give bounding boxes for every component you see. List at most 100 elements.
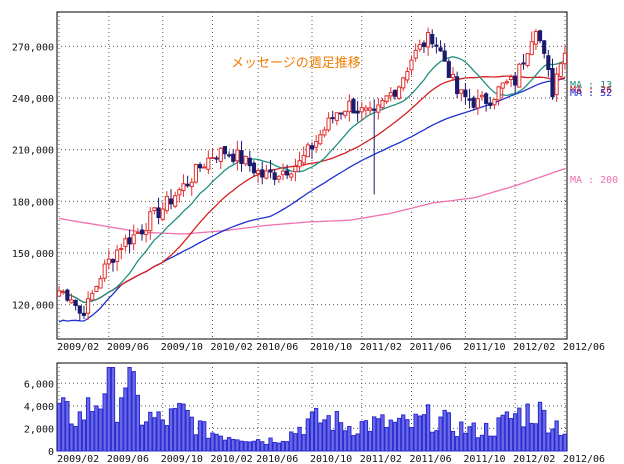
candle-body <box>148 211 153 232</box>
candle-body <box>405 70 410 81</box>
volume-bar <box>343 430 348 452</box>
price-x-tick-label: 2009/06 <box>107 342 149 353</box>
volume-bar <box>471 422 476 452</box>
price-y-ticks: 120,000 150,000 180,000 210,000 240,000 270,0… <box>12 42 54 311</box>
volume-bar <box>251 440 257 452</box>
volume-bar <box>322 419 327 452</box>
volume-bar <box>496 417 501 452</box>
candle-body <box>222 146 228 155</box>
price-x-tick-label: 2011/02 <box>360 342 402 353</box>
volume-bar <box>488 435 493 452</box>
volume-bar <box>222 439 228 452</box>
price-x-tick-label: 2010/06 <box>256 342 298 353</box>
candle-body <box>247 157 252 167</box>
price-x-ticks: 2009/02 2009/06 2009/10 2010/02 2010/06 2010/… <box>57 342 605 353</box>
volume-bar <box>330 429 335 452</box>
volume-bar <box>168 408 174 452</box>
volume-bar <box>231 438 236 452</box>
candle-body <box>280 170 286 176</box>
candle-body <box>197 164 203 169</box>
volume-bar <box>438 416 443 452</box>
price-x-tick-label: 2010/10 <box>310 342 352 353</box>
price-y-tick-label: 240,000 <box>12 94 54 105</box>
candle-body <box>264 170 269 179</box>
volume-bar <box>127 367 132 452</box>
volume-x-tick-label: 2010/10 <box>310 454 352 464</box>
candle-body <box>181 183 186 192</box>
candle-body <box>467 98 472 101</box>
volume-bar <box>90 411 95 452</box>
volume-bar <box>193 434 199 452</box>
candle-body <box>214 157 219 160</box>
candle-body <box>131 234 136 245</box>
volume-bar <box>131 371 136 452</box>
candle-body <box>330 117 335 120</box>
candle-body <box>314 140 319 148</box>
ma52-label: MA : 52 <box>570 88 612 99</box>
candle-body <box>401 77 406 89</box>
volume-bar <box>260 441 265 452</box>
volume-bar <box>529 422 534 452</box>
volume-bar <box>110 367 116 452</box>
volume-bar <box>189 416 194 452</box>
candle-body <box>355 110 360 114</box>
candle-body <box>426 31 431 48</box>
volume-bar <box>119 397 124 452</box>
volume-bar <box>148 411 153 452</box>
candle-body <box>463 89 468 98</box>
volume-bar <box>347 426 352 452</box>
volume-bar <box>297 426 302 452</box>
volume-bar <box>309 411 315 452</box>
volume-bar <box>255 439 261 452</box>
candlesticks <box>56 27 568 321</box>
volume-bar <box>77 411 82 452</box>
candle-body <box>206 157 211 170</box>
volume-bar <box>492 435 497 452</box>
price-panel: 120,000 150,000 180,000 210,000 240,000 270,0… <box>12 11 618 353</box>
candle-body <box>185 183 190 187</box>
volume-bar <box>143 421 149 452</box>
volume-y-tick-label: 4,000 <box>24 402 54 413</box>
volume-bar <box>401 414 406 452</box>
candle-body <box>272 172 277 180</box>
candle-body <box>235 149 240 162</box>
volume-bar <box>363 420 369 452</box>
candle-body <box>289 173 294 178</box>
candle-body <box>417 43 422 50</box>
candle-body <box>73 299 78 306</box>
candle-body <box>558 63 563 78</box>
volume-bar <box>562 433 568 452</box>
candle-body <box>173 195 178 207</box>
candle-body <box>276 175 281 180</box>
volume-bar <box>73 425 78 452</box>
volume-bar <box>367 430 373 452</box>
candle-body <box>475 98 480 109</box>
price-x-tick-label: 2012/02 <box>513 342 555 353</box>
volume-bar <box>550 428 555 452</box>
volume-bar <box>521 426 526 452</box>
candle-body <box>446 61 451 78</box>
candle-body <box>479 94 485 98</box>
ma13-line <box>59 56 566 304</box>
candle-body <box>81 312 87 316</box>
volume-bar <box>463 432 468 452</box>
price-y-tick-label: 150,000 <box>12 249 54 260</box>
volume-bar <box>94 405 99 452</box>
candle-body <box>343 110 348 116</box>
volume-bar <box>235 439 240 452</box>
price-x-tick-label: 2009/02 <box>57 342 99 353</box>
volume-bar <box>102 393 107 452</box>
volume-bar <box>517 407 522 452</box>
volume-x-tick-label: 2011/02 <box>360 454 402 464</box>
price-y-tick-label: 210,000 <box>12 146 54 157</box>
candle-body <box>542 40 547 54</box>
volume-bar <box>533 423 539 452</box>
candle-body <box>504 81 509 84</box>
candle-body <box>500 82 505 89</box>
volume-bar <box>289 431 294 452</box>
candle-body <box>459 89 464 94</box>
candle-body <box>193 164 198 183</box>
candle-body <box>243 155 248 165</box>
